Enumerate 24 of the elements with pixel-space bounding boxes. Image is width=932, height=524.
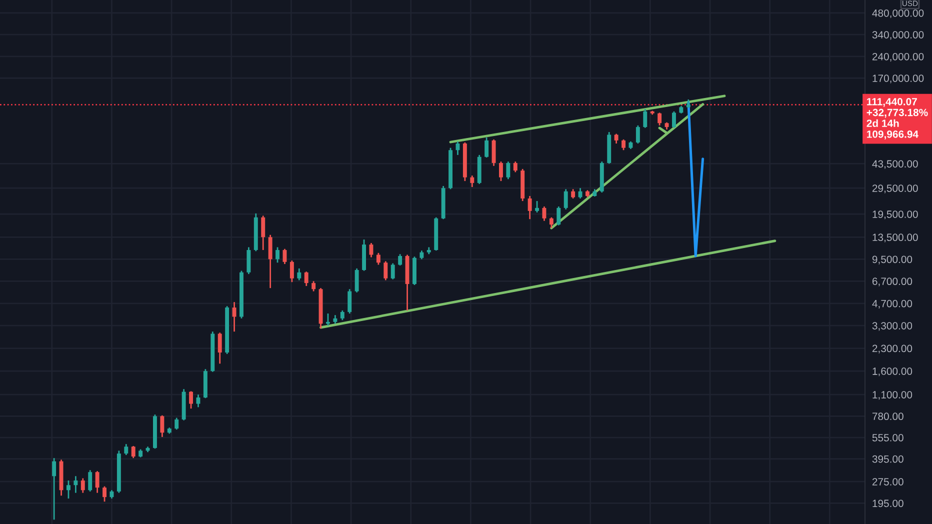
y-tick-label: 395.00	[872, 455, 904, 463]
y-tick-label: 1,600.00	[872, 368, 912, 376]
y-tick-label: 13,500.00	[872, 234, 918, 242]
y-tick-label: 275.00	[872, 478, 904, 486]
y-tick-label: 9,500.00	[872, 256, 912, 264]
y-tick-label: 1,100.00	[872, 391, 912, 400]
y-tick-label: 480,000.00	[872, 9, 924, 18]
y-tick-label: 19,500.00	[872, 210, 918, 220]
y-tick-label: 4,700.00	[872, 300, 912, 309]
y-tick-label: 780.00	[872, 412, 904, 420]
text: 2d 14h	[866, 119, 899, 128]
y-tick-label: 2,300.00	[872, 344, 912, 354]
y-tick-label: 240,000.00	[872, 52, 924, 62]
y-tick-label: 29,500.00	[872, 184, 918, 194]
y-tick-label: 555.00	[872, 434, 904, 442]
y-tick-label: 170,000.00	[872, 74, 924, 84]
ref-line-label: 111,440.07	[867, 98, 917, 107]
y-tick-label: 195.00	[872, 500, 904, 508]
text: +32,773.18%	[866, 108, 928, 118]
y-tick-label: 6,700.00	[872, 278, 912, 286]
y-tick-label: 340,000.00	[872, 31, 924, 40]
y-tick-label: 3,300.00	[872, 322, 912, 331]
text: 109,966.94	[867, 130, 918, 140]
y-tick-label: 43,500.00	[872, 160, 918, 169]
